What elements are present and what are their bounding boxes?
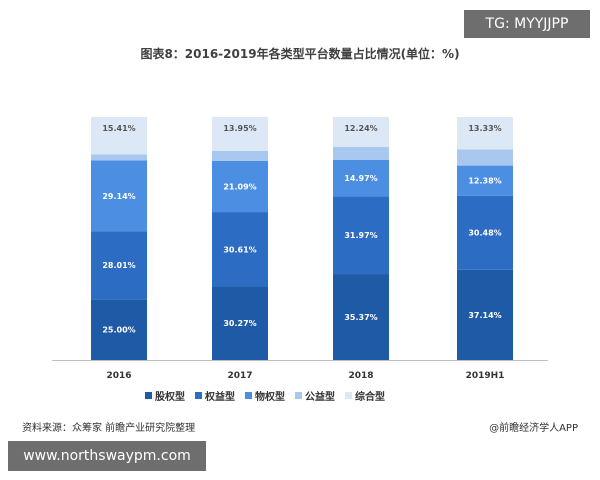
source-note: 资料来源：众筹家 前瞻产业研究院整理 [22, 423, 196, 434]
legend-swatch [295, 392, 302, 399]
bar-segment [333, 274, 389, 360]
chart-title: 图表8：2016-2019年各类型平台数量占比情况(单位：%) [140, 47, 460, 61]
legend-label: 综合型 [355, 392, 385, 403]
x-tick-label: 2018 [348, 371, 373, 381]
data-label: 13.33% [468, 124, 501, 133]
data-label: 14.97% [344, 174, 377, 183]
legend-item: 权益型 [195, 388, 235, 403]
bar-segment [457, 165, 513, 196]
bar-segment [91, 160, 147, 232]
data-label: 30.27% [223, 319, 256, 328]
data-label: 30.48% [468, 229, 501, 238]
data-label: 21.09% [223, 182, 256, 191]
bar-segment [212, 160, 268, 213]
bar-segment [212, 150, 268, 161]
data-label: 15.41% [102, 124, 135, 133]
data-label: 12.38% [468, 177, 501, 186]
bar-segment [91, 154, 147, 161]
legend: 股权型 权益型 物权型 公益型 综合型 [145, 388, 385, 403]
x-tick-label: 2016 [106, 371, 131, 381]
bar-segment [457, 269, 513, 360]
bar-segment [212, 212, 268, 287]
bar-segment [91, 231, 147, 300]
bar-segment [333, 159, 389, 197]
data-label: 30.61% [223, 245, 256, 254]
legend-item: 综合型 [345, 388, 385, 403]
credit-note: @前瞻经济学人APP [489, 423, 578, 434]
x-tick-label: 2017 [227, 371, 252, 381]
data-label: 29.14% [102, 192, 135, 201]
stacked-bar-chart: 25.00% 28.01% 29.14% 15.41% 2016 30.27% 30.61%… [52, 117, 548, 381]
legend-swatch [345, 392, 352, 399]
data-label: 13.95% [223, 124, 256, 133]
data-label: 28.01% [102, 261, 135, 270]
data-label: 12.24% [344, 124, 377, 133]
bar-segment [212, 117, 268, 151]
data-label: 35.37% [344, 313, 377, 322]
legend-item: 公益型 [295, 388, 335, 403]
legend-label: 股权型 [155, 392, 185, 403]
data-label: 37.14% [468, 311, 501, 320]
data-label: 31.97% [344, 231, 377, 240]
bar-segment [457, 195, 513, 270]
legend-swatch [195, 392, 202, 399]
bar-segment [457, 117, 513, 150]
bar-segment [91, 117, 147, 155]
legend-label: 权益型 [205, 392, 235, 403]
url-badge: www.northswaypm.com [8, 441, 206, 471]
tg-badge: TG: MYYJJPP [464, 10, 590, 38]
bar-segment [333, 196, 389, 275]
legend-item: 物权型 [245, 388, 285, 403]
bar-segment [212, 286, 268, 360]
bar-segment [333, 146, 389, 160]
x-tick-label: 2019H1 [466, 371, 505, 381]
bar-segment [333, 117, 389, 147]
legend-item: 股权型 [145, 388, 185, 403]
bar-segment [457, 149, 513, 166]
data-label: 25.00% [102, 326, 135, 335]
legend-swatch [145, 392, 152, 399]
legend-label: 物权型 [255, 392, 285, 403]
legend-label: 公益型 [305, 392, 335, 403]
bar-segment [91, 299, 147, 360]
legend-swatch [245, 392, 252, 399]
